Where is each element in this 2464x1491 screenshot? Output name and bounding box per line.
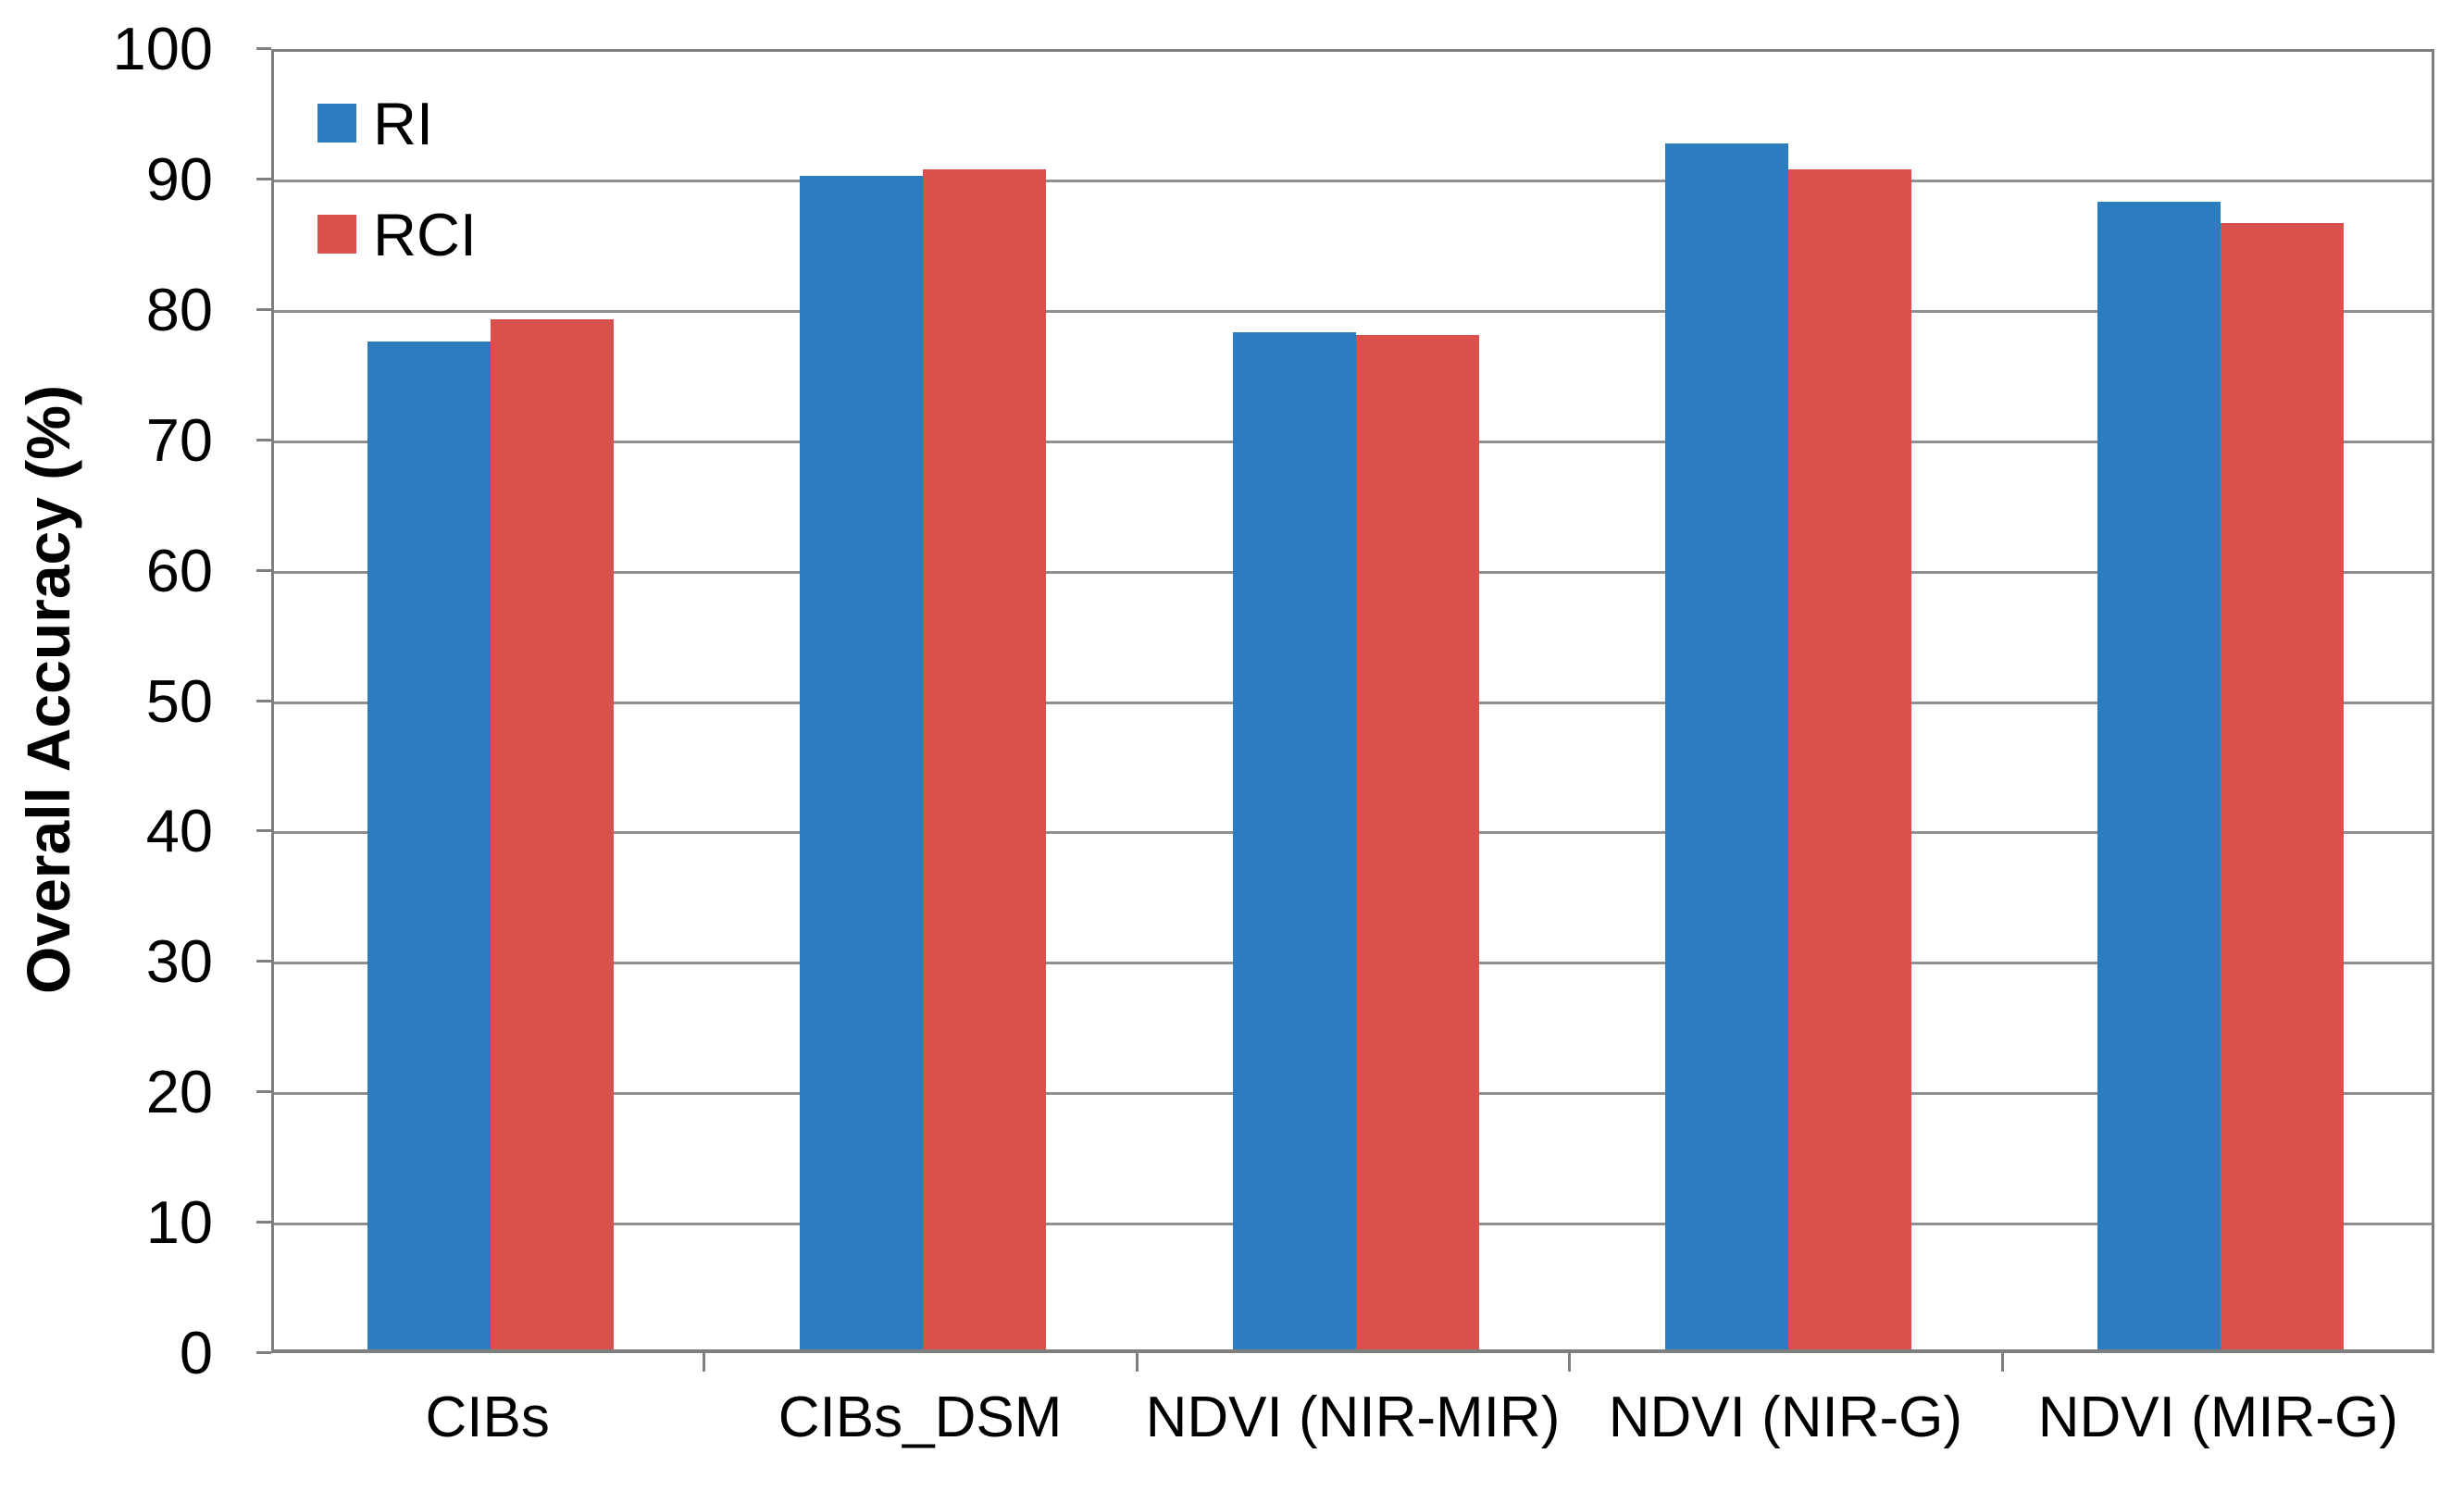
bar-rci-cibs-dsm: [923, 168, 1047, 1349]
y-axis-tick-label-70: 70: [145, 405, 213, 474]
bar-ri-ndvi-mir-g: [2097, 202, 2221, 1349]
y-axis-tick-label-0: 0: [179, 1319, 213, 1386]
legend-label-ri: RI: [373, 89, 433, 157]
bar-rci-cibs: [490, 318, 614, 1349]
gridline-y-80: [274, 309, 2432, 313]
bar-ri-ndvi-nir-g: [1664, 143, 1788, 1349]
x-axis-label-ndvi-nir-mir: NDVI (NIR-MIR): [1145, 1385, 1561, 1449]
y-axis-tick-label-100: 100: [112, 15, 213, 82]
bar-rci-ndvi-nir-g: [1787, 168, 1911, 1349]
y-axis-tick-mark-90: [256, 177, 271, 180]
y-axis-tick-mark-20: [256, 1090, 271, 1094]
legend-item-ri: RI: [317, 89, 477, 157]
y-axis-tick-mark-50: [256, 699, 271, 702]
y-axis-tick-label-60: 60: [145, 536, 213, 604]
legend: RI RCI: [317, 89, 477, 311]
y-axis-tick-mark-10: [256, 1221, 271, 1224]
bar-rci-ndvi-mir-g: [2221, 222, 2345, 1349]
legend-swatch-ri: [317, 104, 356, 143]
x-axis-label-ndvi-mir-g: NDVI (MIR-G): [2037, 1385, 2398, 1449]
y-axis-tick-label-20: 20: [145, 1058, 213, 1126]
y-axis-tick-label-30: 30: [145, 927, 213, 996]
y-axis-tick-mark-0: [256, 1351, 271, 1354]
bar-ri-ndvi-nir-mir: [1232, 331, 1356, 1349]
bar-rci-ndvi-nir-mir: [1355, 334, 1479, 1349]
legend-item-rci: RCI: [317, 200, 477, 268]
y-axis-tick-label-90: 90: [145, 144, 213, 213]
x-axis-label-ndvi-nir-g: NDVI (NIR-G): [1608, 1385, 1963, 1449]
x-axis-tick-mark-4: [2000, 1353, 2004, 1372]
gridline-y-90: [274, 179, 2432, 182]
x-axis-label-cibs-dsm: CIBs_DSM: [778, 1385, 1063, 1449]
x-axis-tick-mark-3: [1568, 1353, 1572, 1372]
y-axis-tick-label-40: 40: [145, 797, 213, 865]
y-axis-tick-mark-100: [256, 47, 271, 50]
x-axis-tick-mark-1: [703, 1353, 706, 1372]
plot-area: RI RCI: [271, 49, 2434, 1353]
x-axis-label-cibs: CIBs: [425, 1385, 550, 1449]
y-axis-tick-label-80: 80: [145, 275, 213, 343]
y-axis-tick-label-50: 50: [145, 666, 213, 735]
y-axis-tick-mark-40: [256, 829, 271, 833]
y-axis-tick-mark-80: [256, 307, 271, 311]
y-axis-tick-mark-30: [256, 960, 271, 963]
bar-ri-cibs: [367, 341, 491, 1349]
legend-label-rci: RCI: [373, 200, 477, 268]
legend-swatch-rci: [317, 215, 356, 254]
y-axis-tick-mark-60: [256, 568, 271, 572]
y-axis-tick-mark-70: [256, 438, 271, 441]
x-axis-tick-mark-2: [1135, 1353, 1139, 1372]
y-axis-tick-label-10: 10: [145, 1188, 213, 1257]
bar-ri-cibs-dsm: [800, 175, 924, 1349]
